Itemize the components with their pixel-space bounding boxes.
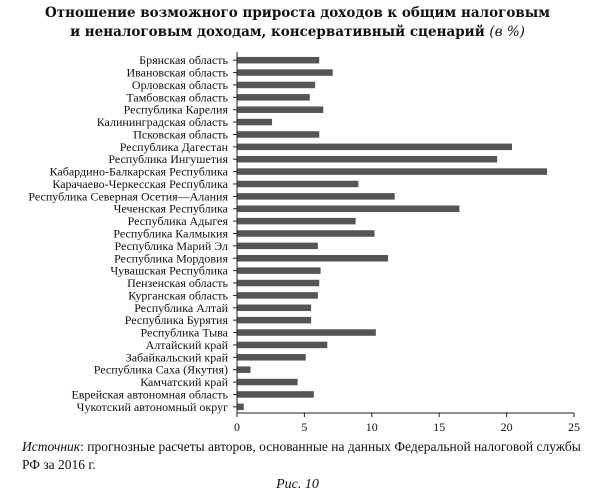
bar: [237, 341, 328, 349]
bar: [237, 279, 320, 287]
bar: [237, 217, 356, 225]
chart-title-line1: Отношение возможного прироста доходов к …: [44, 5, 551, 21]
bar: [237, 94, 310, 101]
category-label: Республика Алтай: [134, 301, 228, 315]
category-label: Республика Калмыкия: [113, 227, 228, 241]
category-label: Карачаево-Черкесская Республика: [52, 177, 228, 191]
category-label: Республика Дагестан: [120, 140, 229, 154]
chart-title-unit: (в %): [489, 24, 525, 40]
category-label: Республика Саха (Якутия): [94, 363, 228, 377]
category-label: Республика Мордовия: [114, 251, 228, 265]
bar: [237, 366, 251, 373]
category-label: Тамбовская область: [126, 90, 228, 104]
category-label: Чувашская Республика: [110, 264, 228, 278]
bar: [237, 193, 395, 200]
bar: [237, 403, 244, 411]
bar: [237, 316, 312, 324]
category-label: Ивановская область: [126, 66, 228, 80]
bar: [237, 354, 306, 361]
category-label: Республика Ингушетия: [108, 152, 228, 166]
category-label: Республика Тыва: [140, 326, 228, 340]
category-label: Орловская область: [132, 78, 229, 92]
category-label: Кабардино-Балкарская Республика: [50, 165, 229, 179]
category-label: Еврейская автономная область: [71, 387, 228, 401]
bar: [237, 143, 512, 151]
category-label: Республика Бурятия: [125, 313, 229, 327]
category-label: Республика Марий Эл: [114, 239, 228, 253]
bar: [237, 255, 388, 262]
bar: [237, 168, 548, 175]
bar: [237, 205, 460, 212]
category-label: Калининградская область: [97, 115, 229, 129]
bar: [237, 56, 320, 64]
bar: [237, 118, 273, 126]
category-label: Пензенская область: [127, 276, 228, 290]
chart-title-line2: и неналоговым доходам, консервативный сц…: [70, 24, 485, 40]
category-label: Псковская область: [133, 127, 228, 141]
bar: [237, 292, 318, 299]
source-note: Источник: прогнозные расчеты авторов, ос…: [22, 438, 587, 474]
x-tick-label: 5: [301, 420, 307, 434]
x-tick-label: 25: [568, 420, 580, 434]
x-tick-label: 20: [501, 420, 513, 434]
category-label: Чукотский автономный округ: [77, 400, 228, 414]
bar: [237, 242, 318, 250]
bar: [237, 81, 316, 89]
bar: [237, 329, 376, 336]
bar: [237, 180, 359, 188]
category-label: Забайкальский край: [126, 350, 229, 364]
category-label: Республика Карелия: [124, 103, 229, 117]
figure-caption: Рис. 10: [276, 477, 319, 492]
x-tick-label: 0: [234, 420, 240, 434]
bar: [237, 131, 320, 138]
category-label: Брянская область: [139, 53, 228, 67]
category-label: Алтайский край: [146, 338, 229, 352]
bar: [237, 267, 321, 274]
bar: [237, 378, 298, 386]
category-label: Республика Адыгея: [128, 214, 229, 228]
bar: [237, 304, 312, 312]
category-label: Курганская область: [128, 288, 228, 302]
bar: [237, 230, 375, 237]
source-text: : прогнозные расчеты авторов, основанные…: [22, 439, 581, 472]
category-label: Республика Северная Осетия—Алания: [28, 189, 228, 203]
x-tick-label: 10: [366, 420, 378, 434]
bar: [237, 391, 314, 398]
bar: [237, 106, 324, 113]
x-tick-label: 15: [433, 420, 445, 434]
source-lead: Источник: [22, 439, 81, 454]
bar: [237, 69, 333, 76]
chart-title: Отношение возможного прироста доходов к …: [0, 4, 595, 42]
bar: [237, 155, 498, 163]
category-label: Чеченская Республика: [114, 202, 229, 216]
category-label: Камчатский край: [140, 375, 228, 389]
